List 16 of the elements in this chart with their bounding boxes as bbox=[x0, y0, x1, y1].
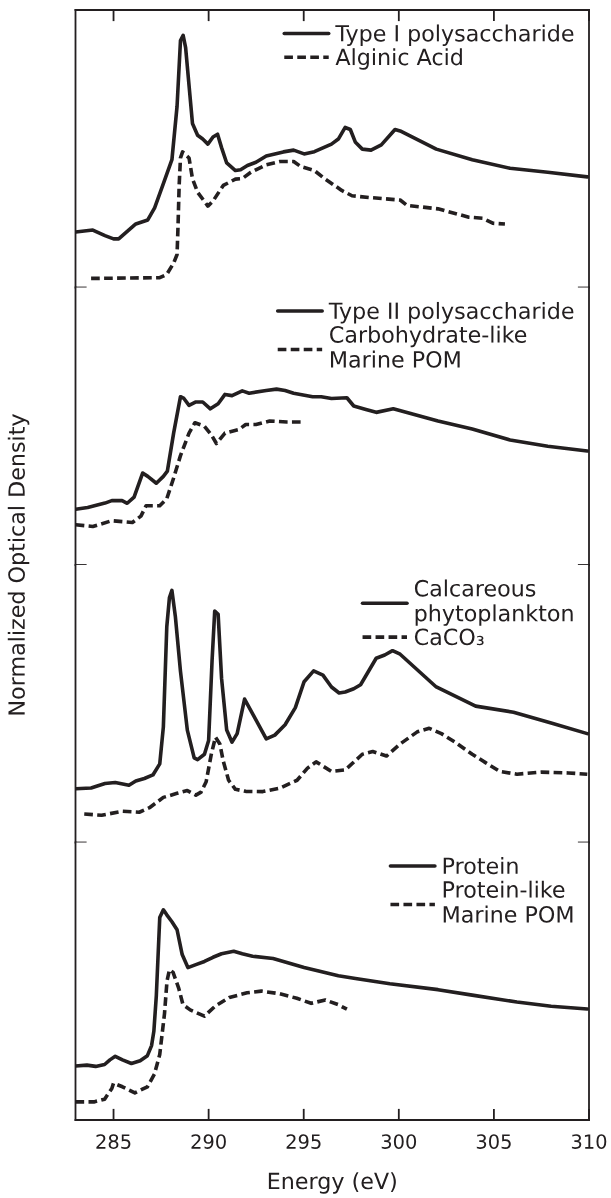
x-axis-title: Energy (eV) bbox=[268, 1172, 396, 1194]
legend-label: Protein-like Marine POM bbox=[443, 880, 573, 923]
x-tick-label: 295 bbox=[286, 1134, 321, 1149]
x-tick-label: 310 bbox=[571, 1134, 607, 1149]
x-tick-label: 305 bbox=[476, 1134, 511, 1149]
legend-label: CaCO₃ bbox=[414, 628, 484, 646]
legend-label: Type II polysaccharide bbox=[328, 301, 574, 324]
legend-label: Carbohydrate-like Marine POM bbox=[330, 325, 527, 368]
y-axis-title: Normalized Optical Density bbox=[7, 414, 30, 715]
x-tick-label: 300 bbox=[381, 1134, 417, 1149]
x-tick-label: 285 bbox=[96, 1134, 131, 1149]
legend-label: Protein bbox=[443, 856, 518, 875]
legend-label: Alginic Acid bbox=[335, 48, 462, 70]
legend-label: Type I polysaccharide bbox=[335, 24, 574, 46]
x-tick-label: 290 bbox=[191, 1134, 226, 1149]
legend-label: Calcareous phytoplankton bbox=[414, 579, 573, 626]
